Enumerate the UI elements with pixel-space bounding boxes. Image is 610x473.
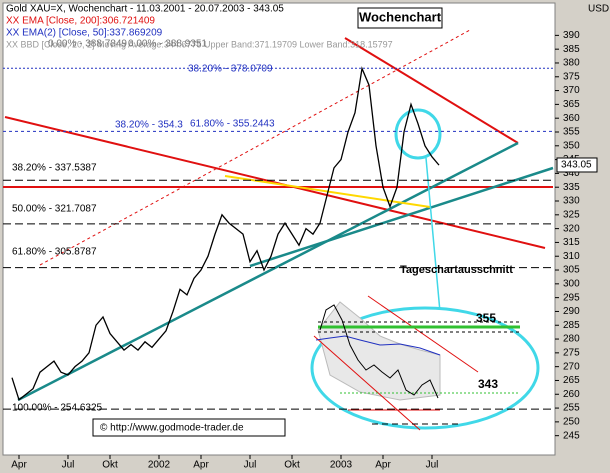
- fib-label: 38.20% - 337.5387: [12, 163, 97, 174]
- inset-label: 355: [476, 311, 496, 325]
- indicator-label: XX EMA(2) [Close, 50]:337.869209: [6, 28, 163, 39]
- y-tick-label: 290: [563, 306, 580, 317]
- x-tick-label: Apr: [11, 460, 27, 471]
- y-tick-label: 275: [563, 347, 580, 358]
- trend-lines: [3, 29, 554, 431]
- y-tick-label: 280: [563, 334, 580, 345]
- fib-label: 50.00% - 321.7087: [12, 204, 97, 215]
- y-tick-label: 270: [563, 361, 580, 372]
- fib-label: 0.00% - 388.9351: [128, 39, 207, 50]
- y-tick-label: 380: [563, 58, 580, 69]
- y-tick-label: 360: [563, 113, 580, 124]
- x-tick-label: Jul: [426, 460, 439, 471]
- badge: Wochenchart: [359, 9, 442, 24]
- currency: USD: [588, 4, 609, 15]
- x-tick-label: Okt: [102, 460, 118, 471]
- y-tick-label: 375: [563, 71, 580, 82]
- y-tick-label: 265: [563, 375, 580, 386]
- y-tick-label: 335: [563, 182, 580, 193]
- copyright-box: [92, 418, 286, 437]
- inset-label: 343: [478, 377, 498, 391]
- y-tick-label: 390: [563, 30, 580, 41]
- fib-label: 38.20% - 354.3: [115, 120, 183, 131]
- x-tick-label: Apr: [375, 460, 391, 471]
- y-tick-label: 320: [563, 223, 580, 234]
- y-tick-label: 350: [563, 140, 580, 151]
- chart-title: Gold XAU=X, Wochenchart - 11.03.2001 - 2…: [6, 4, 284, 15]
- y-tick-label: 285: [563, 320, 580, 331]
- y-tick-label: 255: [563, 403, 580, 414]
- x-tick-label: 2002: [148, 460, 171, 471]
- y-tick-label: 305: [563, 265, 580, 276]
- y-tick-label: 300: [563, 278, 580, 289]
- fib-label: 0.00% - 388.7849: [48, 39, 127, 50]
- x-tick-label: Okt: [284, 460, 300, 471]
- x-tick-label: 2003: [330, 460, 353, 471]
- y-tick-label: 340: [563, 168, 580, 179]
- fib-label: 100.00% - 254.6325: [12, 403, 103, 414]
- price-tag: [556, 157, 598, 173]
- price-line: [11, 66, 440, 401]
- y-tick-label: 330: [563, 196, 580, 207]
- copyright: © http://www.godmode-trader.de: [100, 423, 244, 434]
- y-tick-label: 260: [563, 389, 580, 400]
- y-tick-label: 295: [563, 292, 580, 303]
- badge-box: [357, 7, 443, 29]
- y-tick-label: 250: [563, 417, 580, 428]
- fib-label: 38.20% - 378.0709: [188, 64, 273, 75]
- price-tag-label: 343.05: [561, 160, 592, 171]
- fib-label: 61.80% - 355.2443: [190, 119, 275, 130]
- y-tick-label: 310: [563, 251, 580, 262]
- y-tick-label: 325: [563, 209, 580, 220]
- x-tick-label: Apr: [193, 460, 209, 471]
- x-tick-label: Jul: [62, 460, 75, 471]
- y-tick-label: 245: [563, 430, 580, 441]
- indicator-label: XX BBD [Close, 20, 2] Moving Average:344…: [6, 39, 393, 49]
- fib-label: 61.80% - 305.8787: [12, 247, 97, 258]
- y-tick-label: 355: [563, 127, 580, 138]
- indicator-label: XX EMA [Close, 200]:306.721409: [6, 16, 155, 27]
- x-tick-label: Jul: [244, 460, 257, 471]
- y-tick-label: 365: [563, 99, 580, 110]
- y-tick-label: 370: [563, 85, 580, 96]
- y-tick-label: 315: [563, 237, 580, 248]
- inset-title: Tageschartausschnitt: [400, 264, 513, 276]
- y-tick-label: 385: [563, 44, 580, 55]
